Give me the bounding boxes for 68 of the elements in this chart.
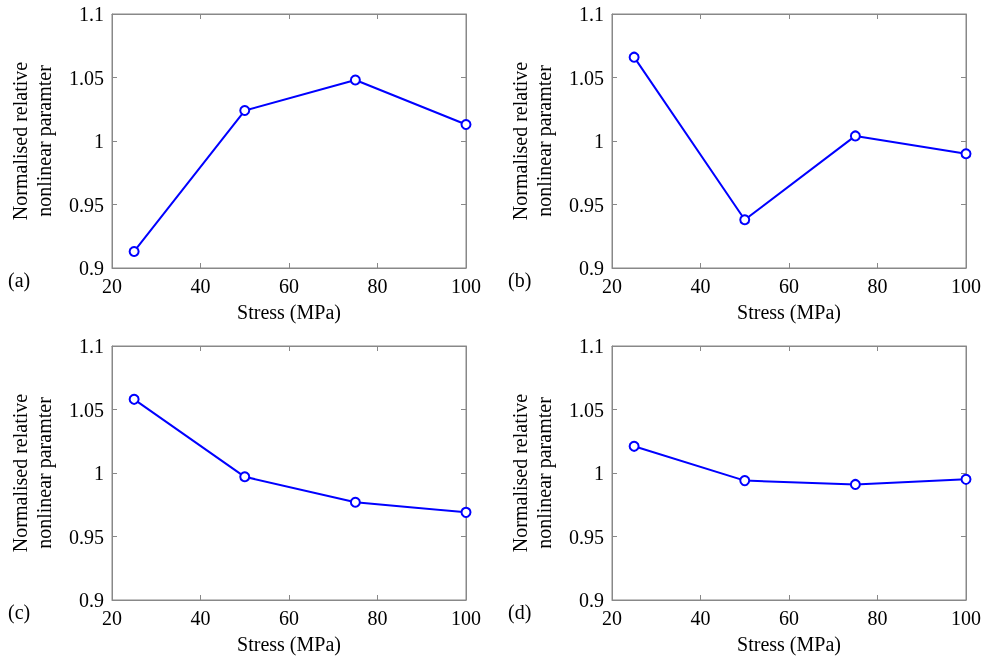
x-tick-label: 40 [190, 607, 211, 629]
x-tick-label: 40 [190, 275, 211, 297]
y-tick-label: 0.9 [79, 257, 104, 279]
x-axis-title: Stress (MPa) [237, 301, 341, 324]
point [460, 506, 472, 518]
y-tick-label: 0.95 [569, 193, 604, 216]
point [239, 471, 251, 483]
text: (d) [508, 601, 532, 624]
x-tick-label: 80 [867, 275, 888, 297]
x-tick-label: 100 [451, 607, 481, 629]
y-tick-label: 1.1 [79, 3, 104, 25]
text: (b) [508, 269, 532, 292]
point [960, 148, 972, 160]
text: (a) [8, 269, 31, 292]
point [239, 105, 251, 117]
y-axis-title: Normalised relative nonlinear paramter [509, 393, 556, 553]
y-axis-title: Normalised relative nonlinear paramter [9, 393, 56, 553]
x-tick-label: 20 [102, 607, 122, 629]
x-tick-label: 20 [102, 275, 122, 297]
y-tick-label: 1.1 [79, 335, 104, 357]
point [739, 214, 751, 226]
x-axis-title: Stress (MPa) [737, 633, 841, 656]
point [628, 51, 640, 63]
y-tick-label: 1.05 [569, 398, 604, 421]
y-axis-title: Normalised relative nonlinear paramter [509, 61, 556, 221]
y-tick-label: 1.1 [579, 3, 604, 25]
point [739, 475, 751, 487]
x-tick-label: 80 [867, 607, 888, 629]
x-tick-label: 20 [602, 275, 622, 297]
x-axis-title: Stress (MPa) [237, 633, 341, 656]
x-tick-label: 80 [367, 275, 388, 297]
x-tick-label: 60 [279, 607, 299, 629]
y-axis-title: Normalised relative nonlinear paramter [9, 61, 56, 221]
x-tick-label: 40 [690, 275, 711, 297]
point [349, 496, 361, 508]
point [128, 393, 140, 405]
y-tick-label: 1 [594, 130, 604, 152]
y-tick-label: 0.9 [579, 589, 604, 611]
y-tick-label: 0.95 [569, 525, 604, 548]
point [349, 74, 361, 86]
x-tick-label: 100 [951, 607, 981, 629]
y-tick-label: 1 [94, 130, 104, 152]
y-tick-label: 1.1 [579, 335, 604, 357]
y-tick-label: 1.05 [69, 66, 104, 89]
y-tick-label: 1.05 [569, 66, 604, 89]
y-tick-label: 1.05 [69, 398, 104, 421]
x-tick-label: 20 [602, 607, 622, 629]
x-tick-label: 60 [779, 275, 799, 297]
x-tick-label: 100 [451, 275, 481, 297]
point [849, 478, 861, 490]
y-tick-label: 1 [94, 462, 104, 484]
x-tick-label: 60 [279, 275, 299, 297]
x-tick-label: 80 [367, 607, 388, 629]
y-tick-label: 0.95 [69, 525, 104, 548]
y-tick-label: 0.9 [579, 257, 604, 279]
x-axis-title: Stress (MPa) [737, 301, 841, 324]
point [960, 473, 972, 485]
x-tick-label: 100 [951, 275, 981, 297]
point [128, 245, 140, 257]
point [849, 130, 861, 142]
point [628, 440, 640, 452]
point [460, 118, 472, 130]
y-tick-label: 1 [594, 462, 604, 484]
x-tick-label: 40 [690, 607, 711, 629]
text: (c) [8, 601, 31, 624]
y-tick-label: 0.95 [69, 193, 104, 216]
y-tick-label: 0.9 [79, 589, 104, 611]
x-tick-label: 60 [779, 607, 799, 629]
